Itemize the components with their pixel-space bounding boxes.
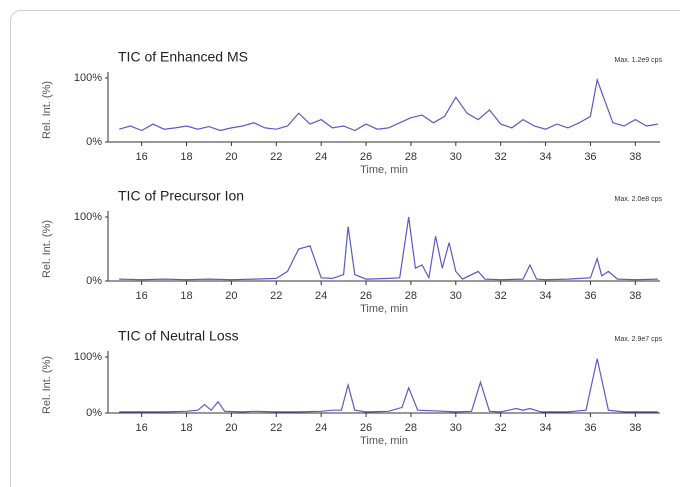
x-tick-label: 36 — [584, 151, 596, 163]
x-tick-label: 32 — [495, 151, 507, 163]
x-tick-label: 32 — [495, 422, 507, 434]
chart-title: TIC of Neutral Loss — [118, 328, 239, 344]
annotation: Max. 2.0e8 cps — [615, 196, 663, 203]
x-tick-label: 20 — [225, 422, 237, 434]
y-axis-label: Rel. Int. (%) — [41, 81, 53, 139]
x-tick-label: 28 — [405, 290, 417, 302]
panel — [10, 10, 680, 487]
annotation: Max. 1.2e9 cps — [615, 57, 663, 64]
y-tick-label: 100% — [74, 72, 102, 84]
line — [119, 358, 658, 413]
x-tick-label: 30 — [450, 151, 462, 163]
x-tick-label: 22 — [270, 422, 282, 434]
y-tick-label: 100% — [74, 211, 102, 223]
x-tick-label: 18 — [180, 290, 192, 302]
x-tick-label: 36 — [584, 290, 596, 302]
x-tick-label: 38 — [629, 290, 641, 302]
y-tick-label: 0% — [86, 136, 102, 148]
x-axis-label: Time, min — [360, 303, 408, 315]
y-tick-label: 100% — [74, 351, 102, 363]
chart-title: TIC of Precursor Ion — [118, 188, 244, 204]
x-tick-label: 26 — [360, 422, 372, 434]
x-tick-label: 38 — [629, 151, 641, 163]
x-tick-label: 38 — [629, 422, 641, 434]
x-tick-label: 16 — [136, 151, 148, 163]
x-tick-label: 24 — [315, 290, 327, 302]
x-tick-label: 30 — [450, 422, 462, 434]
x-tick-label: 28 — [405, 422, 417, 434]
y-tick-label: 0% — [86, 275, 102, 287]
x-tick-label: 24 — [315, 151, 327, 163]
chart-title: TIC of Enhanced MS — [118, 49, 248, 65]
x-tick-label: 34 — [539, 290, 551, 302]
x-tick-label: 30 — [450, 290, 462, 302]
line — [119, 77, 658, 132]
x-tick-label: 22 — [270, 151, 282, 163]
x-tick-label: 18 — [180, 151, 192, 163]
x-tick-label: 36 — [584, 422, 596, 434]
x-tick-label: 18 — [180, 422, 192, 434]
x-tick-label: 26 — [360, 151, 372, 163]
annotation: Max. 2.9e7 cps — [615, 336, 663, 343]
x-axis-label: Time, min — [360, 435, 408, 447]
y-tick-label: 0% — [86, 407, 102, 419]
x-tick-label: 34 — [539, 422, 551, 434]
x-tick-label: 34 — [539, 151, 551, 163]
x-tick-label: 20 — [225, 151, 237, 163]
x-tick-label: 16 — [136, 422, 148, 434]
y-axis-label: Rel. Int. (%) — [41, 356, 53, 414]
x-tick-label: 28 — [405, 151, 417, 163]
x-tick-label: 32 — [495, 290, 507, 302]
x-tick-label: 26 — [360, 290, 372, 302]
line — [119, 216, 658, 281]
x-axis-label: Time, min — [360, 164, 408, 176]
y-axis-label: Rel. Int. (%) — [41, 220, 53, 278]
x-tick-label: 22 — [270, 290, 282, 302]
x-tick-label: 20 — [225, 290, 237, 302]
x-tick-label: 16 — [136, 290, 148, 302]
x-tick-label: 24 — [315, 422, 327, 434]
